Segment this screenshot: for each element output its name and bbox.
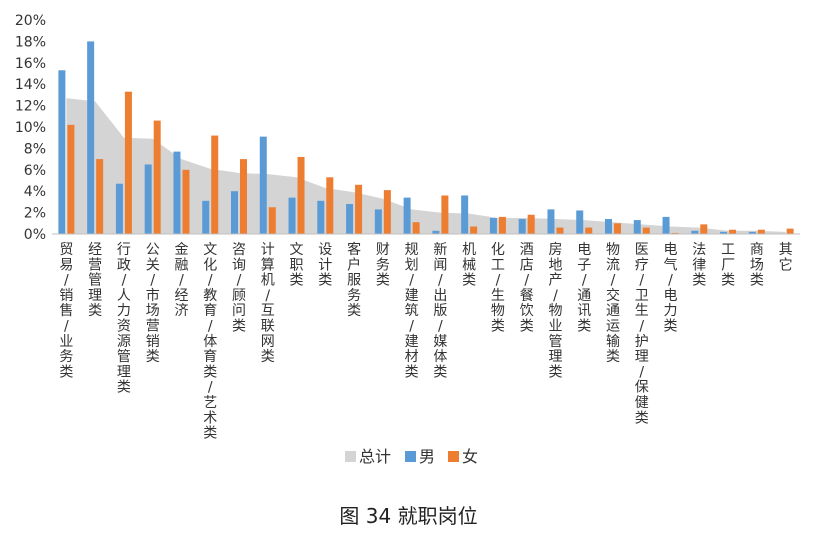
bar-female <box>383 190 391 234</box>
legend-label: 男 <box>419 447 435 466</box>
bar-female <box>729 229 737 234</box>
y-tick-label: 20% <box>15 13 46 29</box>
x-tick-label: 文化/教育/体育类/艺术类 <box>203 242 217 442</box>
bar-female <box>355 184 363 234</box>
bar-male <box>576 210 584 234</box>
bar-male <box>518 219 526 234</box>
bar-male <box>662 216 670 234</box>
bar-female <box>96 159 104 234</box>
bar-female <box>614 223 621 234</box>
x-tick-label: 房地产/物业管理类 <box>548 242 562 380</box>
x-tick-label: 行政/人力资源管理类 <box>117 242 131 396</box>
legend-label: 女 <box>462 447 478 466</box>
x-tick-label: 机械类 <box>462 242 476 289</box>
x-tick-label: 商场类 <box>750 242 764 289</box>
y-tick-label: 8% <box>24 141 46 157</box>
x-tick-label: 其它 <box>779 242 793 273</box>
bar-female <box>642 227 650 234</box>
y-tick-label: 12% <box>15 99 46 115</box>
bar-male <box>748 231 756 234</box>
bar-male <box>173 151 181 234</box>
x-tick-label: 酒店/餐饮类 <box>520 242 534 335</box>
bar-female <box>498 216 506 234</box>
legend-swatch-2 <box>448 451 459 462</box>
bar-female <box>556 227 564 234</box>
x-tick-label: 设计类 <box>318 242 332 289</box>
bar-female <box>182 169 190 234</box>
x-tick-label: 金融/经济 <box>174 242 188 319</box>
y-tick-label: 10% <box>15 120 46 136</box>
y-tick-label: 14% <box>15 77 46 93</box>
legend-swatch-0 <box>345 451 356 462</box>
legend-swatch-1 <box>405 451 416 462</box>
x-tick-label: 经营管理类 <box>88 242 102 319</box>
x-tick-label: 文职类 <box>290 242 304 289</box>
bar-male <box>720 231 728 234</box>
bar-female <box>786 228 794 234</box>
x-tick-label: 化工/生物类 <box>491 242 505 335</box>
y-tick-label: 4% <box>24 184 46 200</box>
x-tick-label: 电子/通讯类 <box>577 242 591 335</box>
x-tick-label: 计算机/互联网类 <box>261 242 275 365</box>
bar-male <box>202 200 210 234</box>
x-tick-label: 物流/交通运输类 <box>606 242 620 365</box>
bar-female <box>211 135 219 234</box>
x-tick-label: 法律类 <box>692 242 706 289</box>
bar-male <box>547 209 555 234</box>
legend-label: 总计 <box>359 447 391 466</box>
x-tick-label: 电气/电力类 <box>664 242 678 335</box>
x-tick-label: 工厂类 <box>721 242 735 289</box>
bar-female <box>67 124 75 234</box>
y-tick-label: 6% <box>24 163 46 179</box>
bar-male <box>231 191 238 234</box>
y-tick-label: 0% <box>24 227 46 243</box>
bar-male <box>605 219 612 234</box>
bar-female <box>326 177 334 234</box>
bar-female <box>268 207 276 234</box>
bar-male <box>144 164 152 234</box>
bar-male <box>633 220 641 234</box>
x-tick-label: 贸易/销售/业务类 <box>59 242 73 380</box>
x-tick-label: 客户服务类 <box>347 241 361 319</box>
bar-female <box>297 156 305 234</box>
bar-female <box>124 91 132 234</box>
x-tick-label: 咨询/顾问类 <box>232 242 246 335</box>
bar-male <box>432 230 440 234</box>
bar-female <box>757 229 765 234</box>
bar-female <box>441 195 449 234</box>
x-tick-label: 医疗/卫生/护理/保健类 <box>635 242 649 426</box>
bar-female <box>585 227 593 234</box>
bar-male <box>461 195 469 234</box>
bar-female <box>153 120 161 234</box>
bar-female <box>412 222 420 234</box>
bar-female <box>240 159 247 234</box>
bar-male <box>403 197 411 234</box>
bar-male <box>374 209 382 234</box>
x-tick-label: 新闻/出版/媒体类 <box>433 242 447 380</box>
bar-male <box>259 136 267 234</box>
y-tick-label: 18% <box>15 34 46 50</box>
bar-male <box>691 230 699 234</box>
bar-male <box>87 41 95 235</box>
bar-male <box>115 183 123 234</box>
bar-female <box>527 214 535 234</box>
bar-female <box>671 232 679 234</box>
bar-male <box>317 200 325 234</box>
figure-caption: 图 34 就职岗位 <box>339 504 478 528</box>
bar-male <box>58 70 66 234</box>
bar-female <box>700 224 708 234</box>
bar-male <box>346 204 354 234</box>
bar-male <box>288 197 296 234</box>
y-tick-label: 2% <box>24 206 46 222</box>
bar-female <box>470 226 478 234</box>
x-tick-label: 财务类 <box>376 242 390 289</box>
y-tick-label: 16% <box>15 56 46 72</box>
x-tick-label: 公关/市场营销类 <box>146 242 160 365</box>
bar-male <box>489 217 497 234</box>
x-tick-label: 规划/建筑/建材类 <box>405 242 419 380</box>
